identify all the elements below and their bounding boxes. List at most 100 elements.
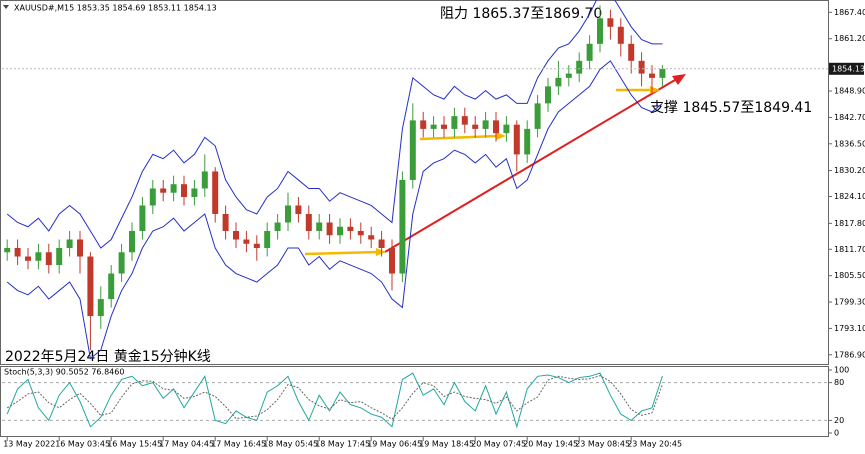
candle-body bbox=[326, 222, 333, 236]
candle-body bbox=[4, 248, 11, 253]
y-tick-label: 1842.70 bbox=[834, 113, 865, 122]
chart-caption: 2022年5月24日 黄金15分钟K线 bbox=[5, 348, 211, 365]
x-tick-label: 19 May 18:45 bbox=[419, 440, 474, 449]
candle-body bbox=[389, 248, 395, 274]
candle-body bbox=[160, 188, 167, 193]
candle-body bbox=[576, 60, 583, 74]
stoch-y-tick-label: 0 bbox=[834, 429, 839, 438]
candle-body bbox=[108, 273, 115, 300]
y-tick-label: 1830.20 bbox=[834, 166, 865, 175]
candle-body bbox=[77, 239, 83, 257]
candle-body bbox=[420, 120, 427, 129]
candle-body bbox=[524, 128, 531, 155]
stoch-line bbox=[6, 372, 663, 429]
x-tick-label: 20 May 19:45 bbox=[523, 440, 578, 449]
x-tick-label: 18 May 05:45 bbox=[263, 440, 318, 449]
main-pane bbox=[0, 0, 829, 365]
candle-body bbox=[597, 18, 603, 44]
y-tick-label: 1799.30 bbox=[834, 298, 865, 307]
candle-body bbox=[617, 26, 624, 44]
candle-body bbox=[305, 213, 312, 231]
y-tick-label: 1861.20 bbox=[834, 34, 865, 43]
y-tick-label: 1811.70 bbox=[834, 245, 865, 254]
candle-body bbox=[87, 256, 94, 317]
resistance-note: 阻力 1865.37至1869.70 bbox=[440, 6, 602, 22]
candle-body bbox=[181, 184, 187, 197]
candle-body bbox=[441, 124, 447, 129]
stoch-y-tick-label: 80 bbox=[834, 378, 844, 387]
candle-body bbox=[513, 124, 520, 155]
stoch-y-tick-label: 100 bbox=[834, 366, 849, 375]
candle-body bbox=[357, 230, 364, 236]
candle-body bbox=[503, 124, 510, 134]
y-tick-label: 1848.90 bbox=[834, 87, 865, 96]
candle-body bbox=[586, 43, 593, 61]
header: XAUUSD#,M15 1853.35 1854.69 1853.11 1854… bbox=[14, 4, 217, 13]
x-tick-label: 16 May 15:45 bbox=[107, 440, 162, 449]
candle-body bbox=[14, 248, 21, 257]
candle-body bbox=[430, 124, 437, 129]
x-tick-label: 13 May 2022 bbox=[3, 440, 55, 449]
band-line bbox=[6, 60, 663, 360]
candle-body bbox=[347, 226, 354, 231]
price-tag-label: 1854.13 bbox=[832, 64, 865, 73]
candle-body bbox=[129, 230, 135, 253]
candle-body bbox=[222, 213, 229, 231]
candle-body bbox=[378, 239, 385, 249]
support-arrow bbox=[419, 134, 499, 141]
candle-body bbox=[368, 235, 375, 240]
candle-body bbox=[461, 116, 468, 125]
candle-body bbox=[638, 60, 645, 74]
candle-body bbox=[649, 73, 655, 78]
stoch-title: Stoch(5,3,3) 90.5052 76.8460 bbox=[4, 368, 124, 377]
candle-body bbox=[243, 239, 250, 244]
y-tick-label: 1817.80 bbox=[834, 219, 865, 228]
x-tick-label: 17 May 04:45 bbox=[159, 440, 214, 449]
candle-body bbox=[285, 205, 291, 223]
candle-body bbox=[212, 171, 219, 214]
candle-body bbox=[66, 239, 73, 249]
stoch-line bbox=[6, 375, 663, 420]
y-tick-label: 1786.90 bbox=[834, 350, 865, 359]
x-tick-label: 23 May 20:45 bbox=[627, 440, 682, 449]
support-arrow-head bbox=[496, 132, 506, 140]
candle-body bbox=[233, 230, 239, 240]
candle-body bbox=[534, 103, 541, 129]
x-tick-label: 20 May 07:45 bbox=[471, 440, 526, 449]
y-tick-label: 1824.10 bbox=[834, 192, 865, 201]
x-tick-label: 23 May 08:45 bbox=[575, 440, 630, 449]
candle-body bbox=[264, 230, 271, 249]
candle-body bbox=[659, 68, 666, 78]
y-tick-label: 1836.50 bbox=[834, 139, 865, 148]
candle-body bbox=[472, 124, 479, 129]
support-note: 支撑 1845.57至1849.41 bbox=[650, 100, 812, 116]
band-line bbox=[6, 0, 663, 249]
price-tag bbox=[829, 62, 864, 75]
candle-body bbox=[295, 205, 302, 214]
candle-body bbox=[253, 243, 260, 249]
stoch-pane bbox=[0, 366, 829, 437]
candle-body bbox=[139, 205, 146, 231]
x-tick-label: 17 May 16:45 bbox=[211, 440, 266, 449]
candle-body bbox=[545, 86, 551, 104]
candle-body bbox=[482, 120, 489, 129]
support-arrow-head bbox=[376, 248, 386, 256]
x-tick-label: 16 May 03:45 bbox=[55, 440, 110, 449]
header-icon bbox=[3, 5, 9, 9]
candle-body bbox=[35, 252, 42, 261]
candle-body bbox=[409, 120, 416, 180]
candle-body bbox=[97, 299, 104, 317]
candle-body bbox=[25, 256, 31, 261]
stoch-y-tick-label: 20 bbox=[834, 416, 844, 425]
candle-body bbox=[565, 73, 572, 78]
candle-body bbox=[555, 77, 562, 87]
trend-arrow bbox=[672, 74, 686, 85]
trend-line bbox=[384, 76, 681, 253]
candle-body bbox=[118, 252, 125, 274]
y-tick-label: 1793.10 bbox=[834, 324, 865, 333]
candle-body bbox=[493, 120, 499, 134]
candle-body bbox=[451, 116, 458, 129]
candle-body bbox=[274, 222, 281, 231]
support-arrow bbox=[304, 250, 379, 256]
